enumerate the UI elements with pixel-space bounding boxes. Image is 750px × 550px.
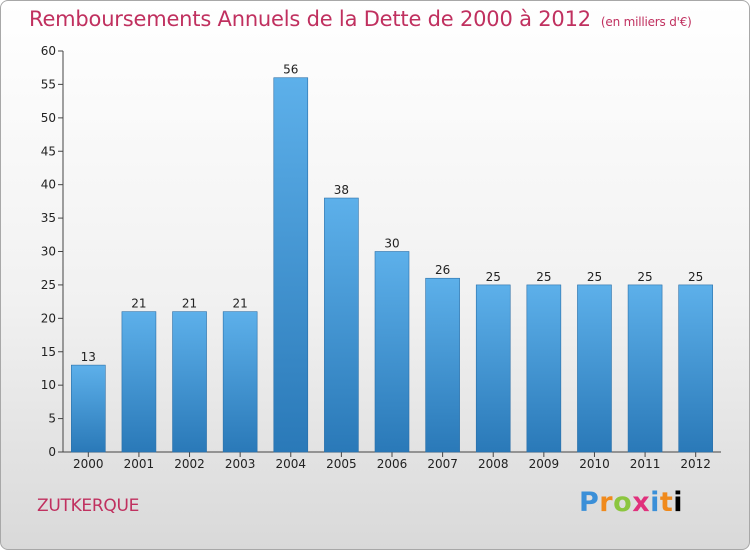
data-label: 13: [81, 350, 96, 364]
data-label: 26: [435, 263, 450, 277]
x-tick-label: 2000: [73, 457, 104, 471]
x-tick-label: 2010: [579, 457, 610, 471]
bar: [172, 311, 207, 453]
y-tick-label: 50: [41, 111, 56, 125]
data-label: 30: [384, 237, 399, 251]
y-tick-label: 55: [41, 77, 56, 91]
data-label: 25: [688, 270, 703, 284]
y-tick-label: 0: [48, 445, 56, 459]
logo-letter: r: [599, 487, 614, 518]
data-label: 21: [131, 297, 146, 311]
bar: [475, 284, 511, 453]
logo-letter: o: [613, 487, 633, 518]
x-tick-label: 2007: [427, 457, 458, 471]
logo-letter: t: [659, 487, 674, 518]
y-tick-label: 25: [41, 278, 56, 292]
logo-letter: i: [650, 487, 660, 518]
logo-letter: P: [579, 487, 600, 518]
x-tick-label: 2003: [225, 457, 256, 471]
x-tick-label: 2001: [124, 457, 155, 471]
data-label: 25: [536, 270, 551, 284]
bar: [678, 284, 713, 453]
bar: [627, 284, 663, 453]
y-tick-label: 45: [41, 144, 56, 158]
y-tick-label: 40: [41, 178, 56, 192]
x-tick-label: 2006: [377, 457, 408, 471]
bar: [425, 277, 460, 453]
labels: 2000 13 2001 21 2002 21 2003 21 2004 56 2005 38 2006…: [73, 63, 711, 471]
y-tick-label: 15: [41, 345, 56, 359]
bars: [71, 77, 713, 453]
data-label: 56: [283, 63, 298, 77]
chart-title: Remboursements Annuels de la Dette de 20…: [29, 7, 692, 31]
data-label: 25: [587, 270, 602, 284]
x-tick-label: 2005: [326, 457, 357, 471]
x-tick-label: 2008: [478, 457, 509, 471]
x-tick-label: 2012: [680, 457, 711, 471]
y-tick-label: 30: [41, 245, 56, 259]
y-tick-label: 5: [48, 412, 56, 426]
data-label: 21: [233, 297, 248, 311]
city-name: ZUTKERQUE: [37, 496, 140, 516]
logo-letter: i: [673, 487, 684, 518]
axes: 0 5 10 15 20 25 30 35 40 45 50 55 60: [41, 44, 721, 459]
y-tick-label: 20: [41, 311, 56, 325]
x-tick-label: 2011: [630, 457, 661, 471]
bar: [577, 284, 612, 453]
data-label: 25: [637, 270, 652, 284]
logo-letter: x: [632, 487, 651, 518]
x-tick-label: 2002: [174, 457, 205, 471]
y-tick-label: 60: [41, 44, 56, 58]
x-tick-label: 2004: [275, 457, 306, 471]
proxiti-logo: Proxiti: [579, 487, 683, 518]
bar: [71, 364, 106, 453]
chart-title-text: Remboursements Annuels de la Dette de 20…: [29, 7, 591, 31]
bar: [273, 77, 309, 453]
x-tick-label: 2009: [529, 457, 560, 471]
data-label: 38: [334, 183, 349, 197]
y-tick-label: 10: [41, 378, 56, 392]
bar: [121, 311, 157, 453]
bar: [222, 311, 258, 453]
chart-unit: (en milliers d'€): [600, 15, 692, 29]
data-label: 25: [486, 270, 501, 284]
data-label: 21: [182, 297, 197, 311]
y-tick-label: 35: [41, 211, 56, 225]
bar: [324, 197, 359, 453]
bar: [526, 284, 562, 453]
bar: [374, 251, 410, 453]
